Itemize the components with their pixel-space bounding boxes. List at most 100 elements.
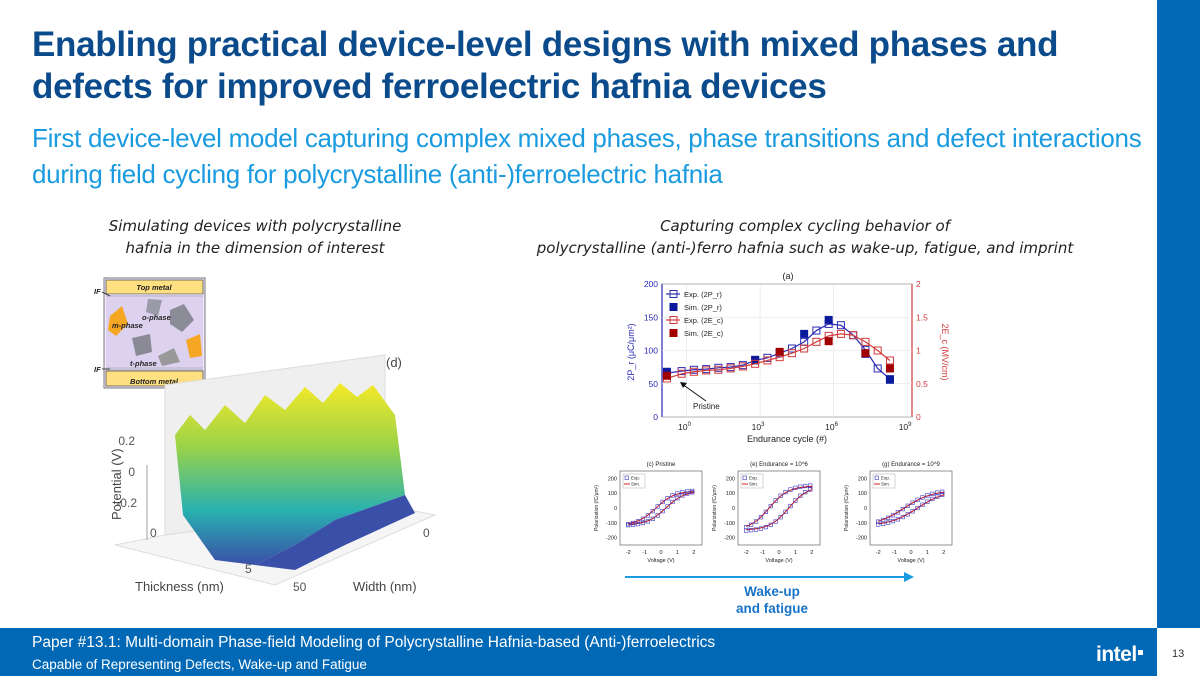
exp-marker (763, 509, 768, 514)
top-interface-layer (106, 294, 203, 297)
exp-marker (655, 513, 660, 518)
grain-gray-4 (158, 348, 180, 366)
exp-marker (895, 510, 900, 515)
exp-marker (753, 519, 759, 524)
legend-label: Exp. (2E_c) (684, 316, 724, 325)
left-caption-line1: Simulating devices with polycrystalline (108, 217, 402, 235)
exp-marker (645, 519, 650, 524)
loop-frame (737, 470, 821, 546)
grain-orange-2 (186, 334, 202, 358)
exp-marker (749, 528, 754, 533)
exp-marker (930, 496, 935, 502)
exp-point (714, 365, 723, 374)
loop-title: (c) Pristine (647, 462, 676, 468)
loop-y-tick: 0 (732, 506, 735, 512)
hysteresis-panel-1e9: (g) Endurance = 10^9 -2 -1 0 1 2 200 100 0 -100 -2… (844, 462, 953, 564)
right-caption-line1: Capturing complex cycling behavior of (660, 217, 950, 235)
sim-point (824, 337, 833, 346)
exp-point (812, 326, 821, 335)
loop-y-tick: 200 (726, 476, 735, 482)
exp-marker (675, 496, 680, 501)
exp-marker (803, 483, 808, 489)
exp-marker (925, 493, 930, 498)
exp-marker (690, 488, 695, 494)
bottom-metal-label: Bottom metal (130, 377, 179, 386)
sim-point (824, 315, 833, 324)
exp-point (849, 331, 858, 340)
exp-marker (645, 513, 650, 518)
chart-panel-label: (a) (783, 271, 794, 281)
exp-marker (758, 526, 764, 531)
legend-label: Sim. (2E_c) (684, 329, 724, 338)
exp-marker (788, 503, 793, 509)
loop-frame (619, 470, 703, 546)
y-tick-left: 0 (653, 412, 658, 422)
exp-marker (640, 516, 646, 521)
y-tick-left: 100 (644, 346, 658, 356)
exp-marker (680, 493, 685, 498)
hysteresis-panel-pristine: (c) Pristine -2 -1 0 1 2 200 100 0 -100 -200 Voltag… (594, 462, 703, 564)
left-caption: Simulating devices with polycrystalline … (60, 215, 450, 259)
loop-x-tick: 2 (692, 550, 695, 556)
sim-point (861, 349, 870, 358)
exp-marker (808, 483, 813, 488)
exp-marker (876, 519, 881, 524)
left-caption-line2: hafnia in the dimension of interest (125, 239, 385, 257)
exp-marker (900, 514, 905, 520)
y-tick-right: 0 (916, 412, 921, 422)
exp-marker (660, 499, 665, 505)
exp-marker (885, 515, 891, 520)
exp-marker (635, 519, 641, 524)
loop-y-tick: 0 (614, 506, 617, 512)
loop-y-tick: 100 (858, 491, 867, 497)
loop-legend-exp: Exp. (749, 476, 758, 481)
top-metal-label: Top metal (136, 283, 172, 292)
xtick: 5 (245, 562, 252, 576)
loop-x-tick: 0 (777, 550, 780, 556)
main-series (662, 315, 894, 384)
hysteresis-panel-1e6: (e) Endurance = 10^6 -2 -1 0 1 2 200 100 0 -100 -2… (712, 462, 821, 564)
main-ticks: 100 103 106 109 0 50 100 150 200 0 0.5 1 1.5 2 (644, 279, 928, 432)
wakeup-label-line2: and fatigue (735, 601, 808, 616)
exp-marker (631, 520, 636, 526)
sim-point (800, 329, 809, 338)
potential-3d-plot: (d) Potential (V) 0.2 0 -0.2 Thickness (… (109, 354, 437, 594)
exp-point (836, 321, 845, 330)
loop-y-tick: -100 (724, 521, 735, 527)
side-accent-bar (1157, 0, 1200, 628)
exp-marker (650, 509, 655, 514)
exp-marker (758, 515, 764, 520)
loop-x-tick: -2 (626, 550, 631, 556)
exp-marker (920, 502, 925, 507)
exp-marker (778, 493, 783, 498)
exp-marker (749, 522, 754, 527)
plot3d-xlabel: Thickness (nm) (135, 579, 224, 594)
plot3d-ylabel: Width (nm) (353, 579, 417, 594)
exp-marker (881, 517, 886, 523)
loop-y-tick: -200 (724, 536, 735, 542)
footer-bar: Paper #13.1: Multi-domain Phase-field Mo… (0, 628, 1157, 676)
exp-marker (935, 494, 940, 499)
exp-point (873, 364, 882, 373)
page-number-area (1157, 628, 1200, 676)
loop-ylabel: Polarization (fC/μm²) (712, 485, 718, 531)
exp-marker (660, 509, 665, 514)
exp-marker (885, 520, 891, 525)
exp-marker (626, 521, 631, 527)
if-top-pointer (101, 291, 111, 297)
y-tick-right: 1 (916, 346, 921, 356)
exp-point (689, 367, 698, 376)
exp-marker (665, 496, 670, 501)
loop-legend-sim: Sim. (749, 482, 758, 487)
exp-point (763, 356, 772, 365)
exp-marker (935, 490, 940, 495)
legend-label: Exp. (2P_r) (684, 290, 722, 299)
loop-x-tick: 0 (909, 550, 912, 556)
exp-point (677, 369, 686, 378)
exp-marker (890, 513, 896, 518)
loop-x-tick: -1 (892, 550, 897, 556)
exp-marker (940, 492, 945, 497)
x-tick-label: 103 (752, 422, 765, 432)
ytick: 0 (423, 526, 430, 540)
chart-ylabel-right: 2E_c (MV/cm) (940, 323, 950, 380)
